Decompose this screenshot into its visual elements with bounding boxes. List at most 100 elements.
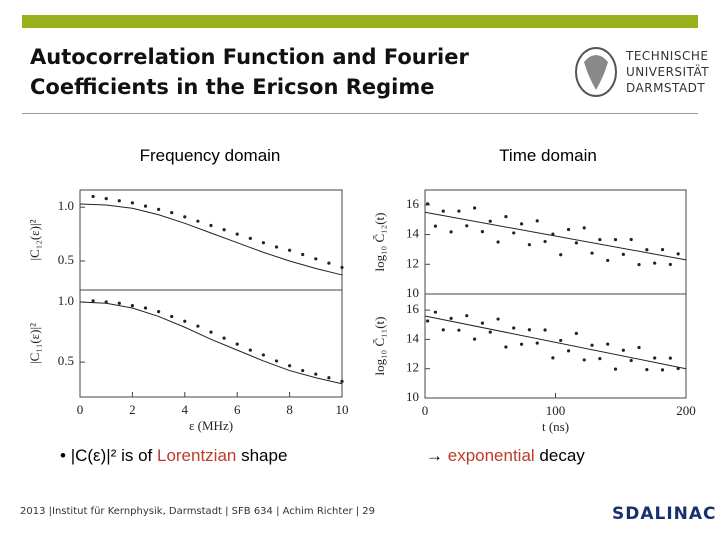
data-point bbox=[480, 321, 485, 325]
data-point bbox=[261, 241, 265, 245]
footer-text: 2013 |Institut für Kernphysik, Darmstadt… bbox=[20, 506, 376, 517]
data-point bbox=[261, 353, 265, 357]
data-point bbox=[235, 232, 239, 236]
data-point bbox=[143, 306, 148, 310]
data-point bbox=[449, 316, 453, 320]
data-point bbox=[559, 253, 563, 257]
footer-logo: SDALINAC bbox=[612, 504, 717, 524]
data-point bbox=[91, 299, 95, 303]
data-point bbox=[637, 262, 641, 267]
data-point bbox=[582, 358, 586, 362]
x-tick-label: 2 bbox=[129, 402, 136, 417]
data-point bbox=[543, 328, 547, 332]
column-title: Time domain bbox=[499, 146, 597, 165]
data-point bbox=[590, 343, 594, 347]
data-point bbox=[574, 331, 578, 336]
data-point bbox=[157, 310, 161, 314]
title-line: Autocorrelation Function and Fourier bbox=[30, 45, 469, 69]
plot-frame bbox=[79, 189, 343, 291]
y-tick-label: 12 bbox=[406, 360, 419, 375]
data-point bbox=[288, 364, 292, 368]
fit-line bbox=[424, 315, 687, 370]
data-point bbox=[488, 330, 492, 334]
data-point bbox=[426, 202, 430, 206]
data-point bbox=[457, 328, 461, 332]
data-point bbox=[170, 210, 174, 215]
data-point bbox=[480, 230, 485, 234]
data-point bbox=[551, 356, 555, 360]
x-tick-label: 0 bbox=[422, 403, 429, 418]
data-point bbox=[441, 328, 445, 332]
y-tick-label: 0.5 bbox=[58, 252, 74, 267]
y-tick-label: 12 bbox=[406, 255, 419, 270]
data-point bbox=[566, 349, 571, 353]
x-axis-label: t (ns) bbox=[542, 419, 569, 434]
data-point bbox=[629, 237, 633, 242]
data-point bbox=[130, 201, 134, 205]
plot-frame bbox=[424, 293, 687, 399]
bullet-marker: • bbox=[60, 446, 71, 465]
header-bar bbox=[22, 15, 698, 28]
data-point bbox=[433, 224, 438, 228]
fit-line bbox=[79, 203, 343, 276]
data-point bbox=[248, 236, 252, 240]
data-point bbox=[621, 348, 625, 352]
data-point bbox=[117, 301, 121, 305]
data-point bbox=[157, 207, 161, 211]
data-point bbox=[472, 206, 477, 210]
data-point bbox=[457, 209, 461, 213]
data-point bbox=[183, 319, 187, 323]
y-axis-label: |C₁₁(ε)|² bbox=[27, 323, 42, 364]
data-point bbox=[441, 209, 445, 213]
data-point bbox=[496, 240, 500, 244]
bullet-text: → bbox=[426, 446, 448, 465]
data-point bbox=[340, 265, 344, 270]
data-point bbox=[668, 262, 672, 267]
data-point bbox=[519, 342, 524, 346]
x-tick-label: 10 bbox=[336, 402, 349, 417]
data-point bbox=[274, 359, 279, 363]
y-tick-label: 0.5 bbox=[58, 353, 74, 368]
data-point bbox=[512, 326, 516, 330]
data-point bbox=[327, 261, 331, 265]
data-point bbox=[606, 342, 610, 346]
data-point bbox=[222, 228, 226, 232]
header-rule bbox=[22, 113, 698, 114]
data-point bbox=[613, 367, 618, 371]
data-point bbox=[183, 215, 187, 219]
data-point bbox=[660, 368, 665, 372]
bullet-highlight: Lorentzian bbox=[156, 446, 237, 465]
bullet-text: shape bbox=[236, 446, 288, 465]
data-point bbox=[645, 248, 649, 252]
column-title: Frequency domain bbox=[139, 146, 281, 165]
data-point bbox=[104, 197, 108, 201]
data-point bbox=[590, 251, 594, 255]
data-point bbox=[527, 243, 532, 247]
data-point bbox=[512, 231, 516, 235]
y-tick-label: 10 bbox=[406, 389, 419, 404]
data-point bbox=[598, 356, 602, 361]
data-point bbox=[327, 376, 331, 380]
x-axis-label: ε (MHz) bbox=[189, 418, 233, 433]
data-point bbox=[209, 223, 213, 228]
x-tick-label: 8 bbox=[286, 402, 293, 417]
data-point bbox=[582, 226, 586, 230]
logo-line: TECHNISCHE bbox=[626, 49, 709, 63]
data-point bbox=[314, 372, 318, 376]
bullet-highlight: exponential bbox=[447, 446, 535, 465]
logo-emblem bbox=[575, 47, 617, 97]
bullet-text: |C(ε)|² is of bbox=[70, 446, 157, 465]
data-point bbox=[637, 345, 641, 350]
data-point bbox=[535, 219, 539, 223]
x-tick-label: 0 bbox=[77, 402, 84, 417]
data-point bbox=[645, 367, 649, 372]
data-point bbox=[288, 248, 292, 252]
data-point bbox=[606, 258, 610, 263]
data-point bbox=[504, 345, 508, 349]
fit-line bbox=[79, 301, 343, 385]
data-point bbox=[314, 257, 318, 261]
data-point bbox=[196, 219, 200, 223]
data-point bbox=[488, 219, 492, 223]
logo-line: UNIVERSITÄT bbox=[626, 65, 710, 79]
data-point bbox=[574, 241, 578, 245]
